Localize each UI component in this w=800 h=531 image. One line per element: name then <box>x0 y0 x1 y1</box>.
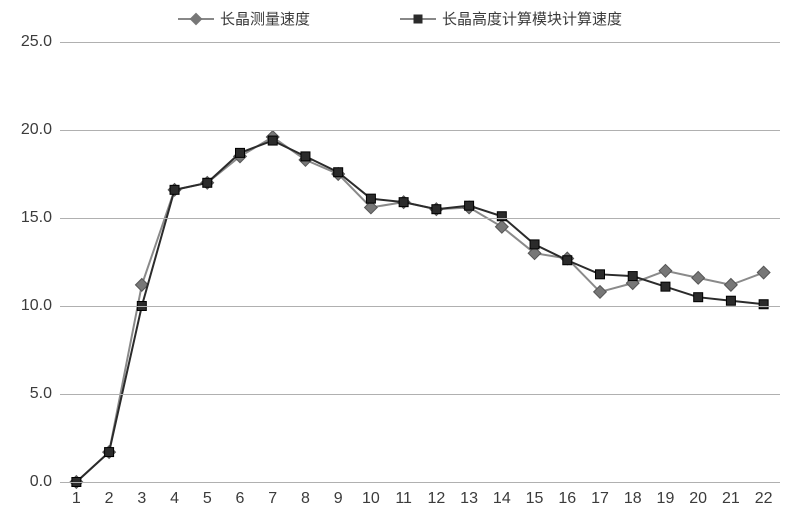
gridline <box>60 482 780 483</box>
legend-swatch-series-1 <box>178 18 214 20</box>
x-tick-label: 21 <box>722 490 740 508</box>
data-marker <box>366 194 375 203</box>
x-tick-label: 11 <box>395 490 412 508</box>
x-tick-label: 19 <box>657 490 675 508</box>
data-marker <box>236 148 245 157</box>
legend-label-series-2: 长晶高度计算模块计算速度 <box>442 8 622 29</box>
diamond-marker-icon <box>190 12 203 25</box>
data-marker <box>596 270 605 279</box>
x-tick-label: 20 <box>689 490 707 508</box>
legend-swatch-series-2 <box>400 18 436 20</box>
data-marker <box>628 272 637 281</box>
x-tick-label: 4 <box>170 490 179 508</box>
x-tick-label: 1 <box>72 490 81 508</box>
x-tick-label: 13 <box>460 490 478 508</box>
x-tick-label: 2 <box>105 490 114 508</box>
data-marker <box>497 212 506 221</box>
data-marker <box>170 185 179 194</box>
x-tick-label: 6 <box>236 490 245 508</box>
data-marker <box>203 178 212 187</box>
data-marker <box>268 136 277 145</box>
data-marker <box>659 264 672 277</box>
y-tick-label: 5.0 <box>30 385 52 403</box>
y-tick-label: 20.0 <box>21 121 52 139</box>
data-marker <box>694 293 703 302</box>
gridline <box>60 42 780 43</box>
legend: 长晶测量速度 长晶高度计算模块计算速度 <box>0 8 800 29</box>
y-tick-label: 0.0 <box>30 473 52 491</box>
chart-container: 长晶测量速度 长晶高度计算模块计算速度 0.05.010.015.020.025… <box>0 0 800 531</box>
data-marker <box>530 240 539 249</box>
plot-area: 0.05.010.015.020.025.0123456789101112131… <box>60 42 780 483</box>
data-marker <box>726 296 735 305</box>
data-marker <box>757 266 770 279</box>
x-tick-label: 18 <box>624 490 642 508</box>
legend-label-series-1: 长晶测量速度 <box>220 8 310 29</box>
data-marker <box>563 256 572 265</box>
x-tick-label: 14 <box>493 490 511 508</box>
x-tick-label: 16 <box>558 490 576 508</box>
data-marker <box>301 152 310 161</box>
x-tick-label: 9 <box>334 490 343 508</box>
data-marker <box>399 198 408 207</box>
x-tick-label: 12 <box>427 490 445 508</box>
y-tick-label: 15.0 <box>21 209 52 227</box>
legend-item-series-2: 长晶高度计算模块计算速度 <box>400 8 622 29</box>
x-tick-label: 10 <box>362 490 380 508</box>
x-tick-label: 17 <box>591 490 609 508</box>
gridline <box>60 306 780 307</box>
gridline <box>60 218 780 219</box>
data-marker <box>661 282 670 291</box>
data-marker <box>725 279 738 292</box>
data-marker <box>692 271 705 284</box>
y-tick-label: 10.0 <box>21 297 52 315</box>
data-marker <box>759 300 768 309</box>
x-tick-label: 22 <box>755 490 773 508</box>
x-tick-label: 15 <box>526 490 544 508</box>
gridline <box>60 394 780 395</box>
x-tick-label: 8 <box>301 490 310 508</box>
data-marker <box>432 205 441 214</box>
x-tick-label: 5 <box>203 490 212 508</box>
chart-svg <box>60 42 780 482</box>
data-marker <box>105 448 114 457</box>
x-tick-label: 7 <box>268 490 277 508</box>
square-marker-icon <box>414 14 423 23</box>
x-tick-label: 3 <box>137 490 146 508</box>
data-marker <box>334 168 343 177</box>
legend-item-series-1: 长晶测量速度 <box>178 8 310 29</box>
gridline <box>60 130 780 131</box>
data-marker <box>465 201 474 210</box>
y-tick-label: 25.0 <box>21 33 52 51</box>
